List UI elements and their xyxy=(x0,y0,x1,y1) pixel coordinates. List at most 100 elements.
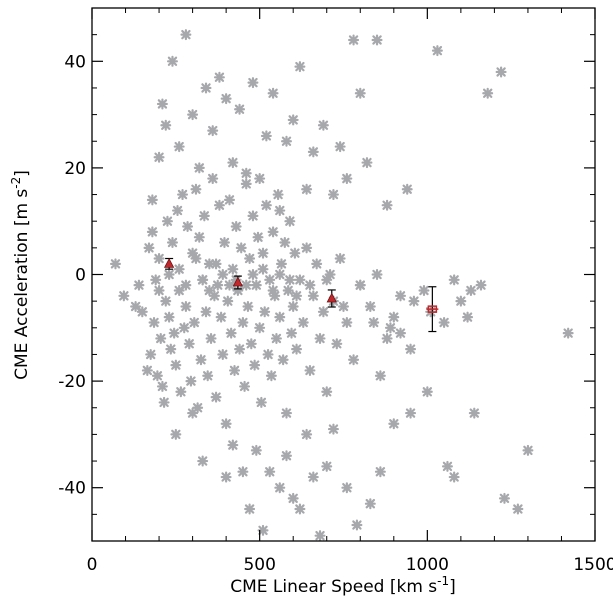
x-tick-label: 500 xyxy=(243,555,275,575)
scatter-point xyxy=(197,455,209,467)
scatter-point xyxy=(109,258,121,270)
scatter-point xyxy=(215,311,227,323)
scatter-point xyxy=(287,492,299,504)
scatter-point xyxy=(223,279,235,291)
scatter-point xyxy=(158,396,170,408)
scatter-point xyxy=(294,61,306,73)
scatter-point xyxy=(208,290,220,302)
scatter-point xyxy=(239,380,251,392)
scatter-point xyxy=(210,258,222,270)
scatter-point xyxy=(205,332,217,344)
scatter-point xyxy=(282,284,294,296)
y-tick-label: -40 xyxy=(58,479,86,499)
scatter-point xyxy=(247,210,259,222)
x-tick-label: 0 xyxy=(87,555,98,575)
scatter-point xyxy=(280,407,292,419)
scatter-point xyxy=(361,157,373,169)
scatter-point xyxy=(277,354,289,366)
scatter-point xyxy=(482,87,494,99)
scatter-point xyxy=(259,306,271,318)
scatter-point xyxy=(203,258,215,270)
scatter-point xyxy=(267,284,279,296)
scatter-point xyxy=(284,274,296,286)
scatter-point xyxy=(192,402,204,414)
scatter-point xyxy=(240,279,252,291)
scatter-point xyxy=(153,151,165,163)
scatter-point xyxy=(136,306,148,318)
scatter-point xyxy=(161,215,173,227)
scatter-point xyxy=(364,300,376,312)
scatter-point xyxy=(364,498,376,510)
scatter-point xyxy=(468,407,480,419)
scatter-point xyxy=(405,407,417,419)
scatter-point xyxy=(287,300,299,312)
mean-marker xyxy=(426,286,439,333)
scatter-point xyxy=(172,205,184,217)
scatter-point xyxy=(155,332,167,344)
scatter-point xyxy=(475,279,487,291)
scatter-point xyxy=(250,444,262,456)
scatter-point xyxy=(175,386,187,398)
scatter-point xyxy=(237,466,249,478)
scatter-point xyxy=(388,311,400,323)
scatter-point xyxy=(150,274,162,286)
scatter-point xyxy=(262,348,274,360)
scatter-point xyxy=(133,279,145,291)
scatter-point xyxy=(156,98,168,110)
scatter-point xyxy=(218,237,230,249)
scatter-point xyxy=(498,492,510,504)
scatter-point xyxy=(227,263,239,275)
scatter-point xyxy=(395,327,407,339)
scatter-point xyxy=(401,183,413,195)
scatter-point xyxy=(294,274,306,286)
scatter-point xyxy=(289,247,301,259)
scatter-point xyxy=(384,322,396,334)
scatter-point xyxy=(431,45,443,57)
scatter-point xyxy=(257,247,269,259)
scatter-point xyxy=(405,343,417,355)
scatter-point xyxy=(187,247,199,259)
scatter-point xyxy=(301,183,313,195)
scatter-point xyxy=(272,189,284,201)
scatter-point xyxy=(354,87,366,99)
scatter-point xyxy=(260,199,272,211)
scatter-point xyxy=(250,279,262,291)
scatter-point xyxy=(173,141,185,153)
scatter-point xyxy=(284,215,296,227)
y-tick-label: 0 xyxy=(75,266,86,286)
scatter-point xyxy=(200,306,212,318)
scatter-point xyxy=(257,263,269,275)
scatter-point xyxy=(331,338,343,350)
scatter-point xyxy=(448,274,460,286)
y-tick-label: 40 xyxy=(64,52,86,72)
scatter-point xyxy=(348,354,360,366)
scatter-point xyxy=(265,370,277,382)
scatter-point xyxy=(274,482,286,494)
scatter-point xyxy=(455,295,467,307)
scatter-point xyxy=(148,316,160,328)
scatter-point xyxy=(153,253,165,265)
scatter-point xyxy=(166,55,178,67)
scatter-point xyxy=(274,311,286,323)
scatter-point xyxy=(145,348,157,360)
scatter-point xyxy=(321,274,333,286)
scatter-point xyxy=(247,77,259,89)
y-axis-ticks: -40 -20 0 20 40 xyxy=(58,7,595,542)
scatter-point xyxy=(252,231,264,243)
scatter-point xyxy=(307,471,319,483)
scatter-point xyxy=(287,114,299,126)
scatter-point xyxy=(269,290,281,302)
scatter-point xyxy=(381,332,393,344)
scatter-point xyxy=(321,386,333,398)
scatter-point xyxy=(512,503,524,515)
scatter-point xyxy=(334,253,346,265)
scatter-point xyxy=(254,322,266,334)
scatter-point xyxy=(185,375,197,387)
scatter-point xyxy=(280,450,292,462)
scatter-point xyxy=(166,237,178,249)
scatter-point xyxy=(213,199,225,211)
x-axis-ticks: 0 500 1000 1500 xyxy=(87,8,613,575)
scatter-point xyxy=(187,109,199,121)
scatter-point xyxy=(180,279,192,291)
scatter-point xyxy=(381,199,393,211)
